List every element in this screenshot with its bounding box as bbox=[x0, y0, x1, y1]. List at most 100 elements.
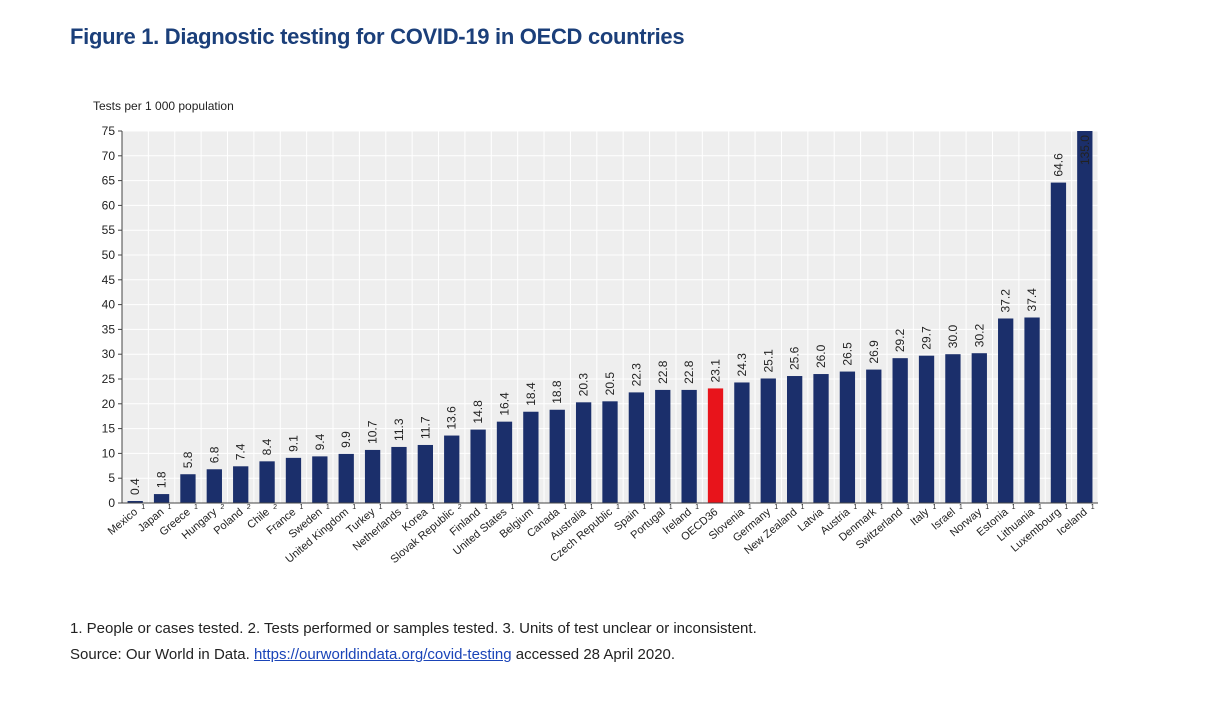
footnote-mark: 1 bbox=[880, 504, 884, 511]
y-tick-label: 10 bbox=[102, 446, 116, 460]
bar bbox=[839, 371, 856, 503]
y-tick-label: 35 bbox=[102, 322, 116, 336]
bar bbox=[734, 382, 750, 503]
bar bbox=[259, 461, 275, 503]
bar bbox=[681, 389, 697, 503]
footnote-mark: 1 bbox=[141, 504, 145, 511]
source-link[interactable]: https://ourworldindata.org/covid-testing bbox=[253, 646, 512, 663]
value-label: 26.0 bbox=[814, 344, 828, 368]
category-label: Poland bbox=[212, 506, 246, 537]
footnote-mark: 2 bbox=[247, 504, 251, 511]
footnote-mark: 1 bbox=[1091, 504, 1095, 511]
footnote-mark: 1 bbox=[642, 504, 646, 511]
y-tick-label: 40 bbox=[102, 298, 116, 312]
figure-title: Figure 1. Diagnostic testing for COVID-1… bbox=[70, 24, 685, 49]
bar bbox=[1050, 182, 1067, 504]
bar bbox=[866, 369, 882, 503]
value-label: 11.7 bbox=[418, 416, 432, 439]
value-label: 8.4 bbox=[260, 438, 274, 455]
bar bbox=[655, 389, 671, 503]
category-label: Iceland bbox=[1055, 506, 1090, 538]
value-label: 24.3 bbox=[735, 353, 749, 377]
bar bbox=[918, 355, 935, 503]
footnote-mark: 1 bbox=[1064, 504, 1068, 511]
value-label: 13.6 bbox=[445, 406, 459, 430]
footnote-mark: 2 bbox=[273, 504, 277, 511]
footnote-mark: 1 bbox=[563, 504, 567, 511]
footnote-mark: 1 bbox=[748, 504, 752, 511]
value-label: 5.8 bbox=[181, 451, 195, 468]
bar bbox=[391, 446, 407, 503]
footnote-mark: 1 bbox=[853, 504, 857, 511]
bar bbox=[945, 354, 961, 503]
footnote-mark: 1 bbox=[933, 504, 937, 511]
bar bbox=[575, 402, 592, 503]
value-label: 10.7 bbox=[366, 420, 380, 444]
value-label: 26.9 bbox=[867, 340, 881, 364]
category-label: Mexico bbox=[106, 506, 140, 538]
y-tick-label: 5 bbox=[108, 471, 115, 485]
bar bbox=[971, 353, 987, 503]
bars bbox=[127, 131, 1093, 504]
footnote-mark: 1 bbox=[326, 504, 330, 511]
footnote-mark: 1 bbox=[1038, 504, 1042, 511]
bar bbox=[760, 378, 776, 503]
y-tick-label: 70 bbox=[102, 149, 116, 163]
footnote-mark: 1 bbox=[827, 504, 831, 511]
value-label: 30.0 bbox=[946, 325, 960, 349]
value-label: 0.4 bbox=[128, 478, 142, 495]
value-labels: 0.4 1.8 5.8 6.8 7.4 8.4 9.1 9.4 9.9 10.7 11.3 11.7 1… bbox=[128, 135, 1092, 495]
footnote-mark: 1 bbox=[959, 504, 963, 511]
value-label: 29.2 bbox=[893, 328, 907, 352]
footnote-mark: 1 bbox=[537, 504, 541, 511]
y-tick-label: 75 bbox=[102, 124, 116, 138]
y-tick-label: 15 bbox=[102, 422, 116, 436]
footnote-mark: 1 bbox=[431, 504, 435, 511]
value-label: 14.8 bbox=[471, 400, 485, 424]
footnote-mark: 1 bbox=[352, 504, 356, 511]
y-tick-label: 30 bbox=[102, 347, 116, 361]
y-tick-label: 55 bbox=[102, 223, 116, 237]
value-label: 25.6 bbox=[788, 346, 802, 370]
footnote-mark: 1 bbox=[379, 504, 383, 511]
bar bbox=[523, 411, 539, 503]
y-tick-label: 20 bbox=[102, 397, 116, 411]
bar bbox=[285, 457, 302, 503]
value-label: 11.3 bbox=[392, 418, 406, 441]
bar bbox=[470, 429, 486, 503]
value-label: 64.6 bbox=[1051, 153, 1065, 177]
bar bbox=[707, 388, 724, 503]
value-label: 18.8 bbox=[550, 380, 564, 404]
bar bbox=[338, 453, 354, 503]
footnote-mark: 1 bbox=[616, 504, 620, 511]
footnote-mark: 1 bbox=[590, 504, 594, 511]
footnote-mark: 1 bbox=[194, 504, 198, 511]
value-label: 18.4 bbox=[524, 382, 538, 406]
value-label: 29.7 bbox=[920, 326, 934, 350]
footnote-mark: 1 bbox=[510, 504, 514, 511]
value-label: 23.1 bbox=[709, 359, 723, 383]
bar bbox=[998, 318, 1014, 503]
y-axis-label: Tests per 1 000 population bbox=[93, 99, 234, 113]
bar bbox=[417, 444, 434, 503]
bar bbox=[312, 456, 328, 503]
footnote-mark: 1 bbox=[168, 504, 172, 511]
bar bbox=[1077, 131, 1093, 503]
footnote-mark: 1 bbox=[985, 504, 989, 511]
footnote-mark: 1 bbox=[299, 504, 303, 511]
footnote-mark: 1 bbox=[669, 504, 673, 511]
grid-lines bbox=[121, 130, 1099, 503]
bar bbox=[786, 376, 803, 503]
value-label: 1.8 bbox=[155, 471, 169, 488]
bar bbox=[180, 474, 196, 503]
value-label: 135.0 bbox=[1078, 135, 1092, 165]
footnote-mark: 1 bbox=[774, 504, 778, 511]
value-label: 9.4 bbox=[313, 433, 327, 450]
value-label: 37.2 bbox=[999, 289, 1013, 313]
value-label: 6.8 bbox=[207, 446, 221, 463]
value-label: 16.4 bbox=[497, 392, 511, 416]
value-label: 9.1 bbox=[286, 435, 300, 452]
bar bbox=[444, 435, 460, 503]
bar bbox=[153, 494, 170, 503]
